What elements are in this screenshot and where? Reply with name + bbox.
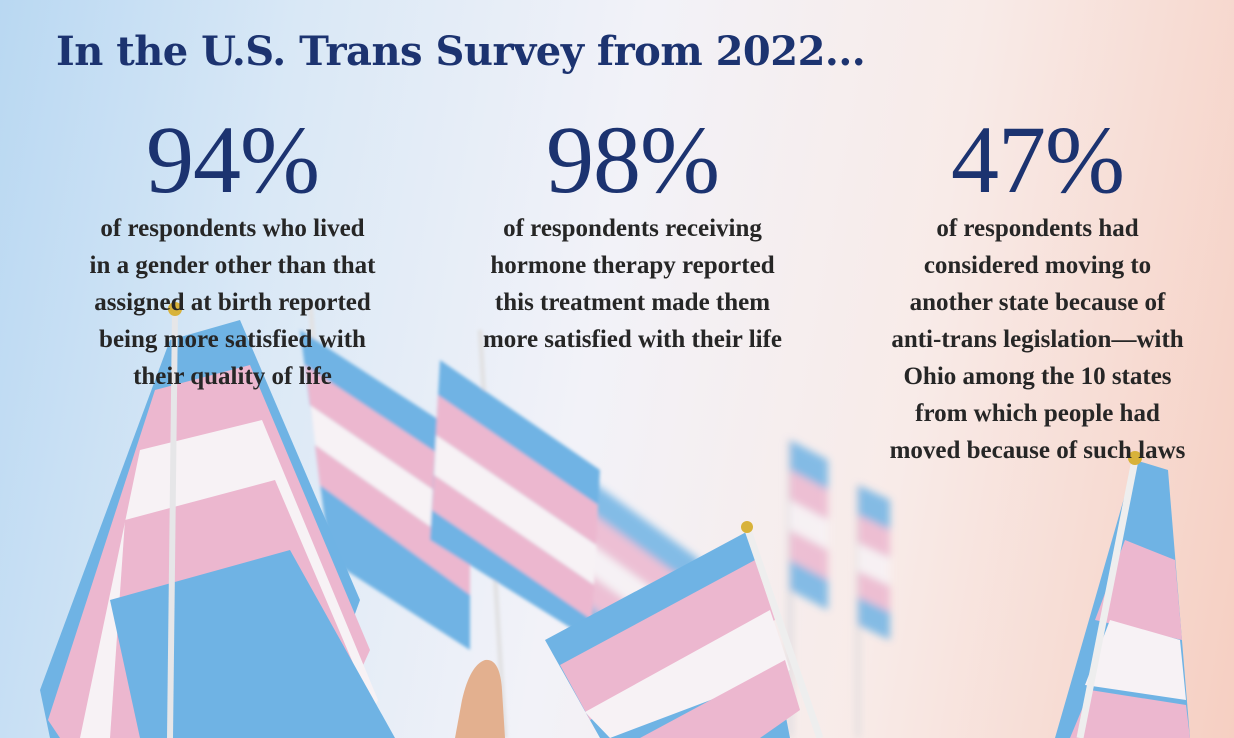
- hand: [455, 659, 505, 738]
- stat-percent: 94%: [146, 106, 320, 213]
- description-line: anti-trans legislation—with: [891, 326, 1184, 353]
- flag-far-1: [787, 440, 828, 738]
- flag-front-left: [40, 302, 395, 738]
- stat-block-2: 98% of respondents receiving hormone the…: [455, 112, 810, 358]
- stat-block-3: 47% of respondents had considered moving…: [860, 112, 1215, 469]
- description-line: being more satisfied with: [99, 326, 366, 353]
- description-line: their quality of life: [133, 363, 332, 390]
- flag-mid-left: [300, 299, 470, 738]
- headline: In the U.S. Trans Survey from 2022...: [56, 28, 866, 75]
- description-line: more satisfied with their life: [482, 326, 783, 353]
- stat-percent: 47%: [951, 106, 1125, 213]
- description-line: of respondents receiving: [503, 215, 762, 242]
- description-line: of respondents had: [936, 215, 1139, 242]
- description-line: hormone therapy reported: [490, 252, 775, 279]
- description-line: in a gender other than that: [89, 252, 376, 279]
- description-line: from which people had: [915, 400, 1160, 427]
- description-line: of respondents who lived: [100, 215, 365, 242]
- description-line: considered moving to: [923, 252, 1152, 279]
- stat-description: of respondents receiving hormone therapy…: [455, 210, 810, 358]
- description-line: this treatment made them: [494, 289, 771, 316]
- description-line: another state because of: [909, 289, 1166, 316]
- flag-far-2: [856, 485, 890, 738]
- description-line: Ohio among the 10 states: [903, 363, 1172, 390]
- description-line: moved because of such laws: [889, 437, 1186, 464]
- stat-description: of respondents had considered moving to …: [860, 210, 1215, 469]
- flag-front-right: [1055, 451, 1190, 738]
- stat-percent: 98%: [546, 106, 720, 213]
- stat-block-1: 94% of respondents who lived in a gender…: [55, 112, 410, 395]
- flag-front-center: [545, 521, 824, 738]
- description-line: assigned at birth reported: [94, 289, 371, 316]
- stat-description: of respondents who lived in a gender oth…: [55, 210, 410, 395]
- flag-mid-center: [430, 329, 600, 738]
